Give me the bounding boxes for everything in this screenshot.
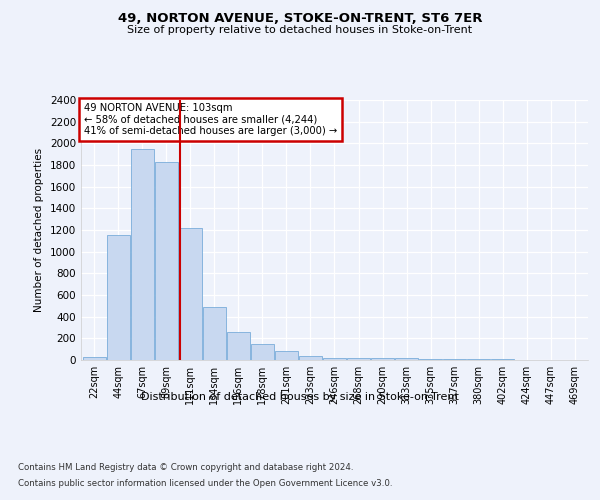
Bar: [179, 228, 202, 360]
Bar: [203, 307, 226, 360]
Text: 49, NORTON AVENUE, STOKE-ON-TRENT, ST6 7ER: 49, NORTON AVENUE, STOKE-ON-TRENT, ST6 7…: [118, 12, 482, 26]
Bar: [419, 359, 442, 360]
Text: Distribution of detached houses by size in Stoke-on-Trent: Distribution of detached houses by size …: [141, 392, 459, 402]
Bar: [251, 344, 274, 360]
Bar: [299, 356, 322, 360]
Bar: [275, 352, 298, 360]
Bar: [371, 358, 394, 360]
Bar: [443, 359, 466, 360]
Text: 49 NORTON AVENUE: 103sqm
← 58% of detached houses are smaller (4,244)
41% of sem: 49 NORTON AVENUE: 103sqm ← 58% of detach…: [83, 102, 337, 136]
Bar: [155, 162, 178, 360]
Bar: [227, 332, 250, 360]
Bar: [347, 358, 370, 360]
Text: Contains HM Land Registry data © Crown copyright and database right 2024.: Contains HM Land Registry data © Crown c…: [18, 464, 353, 472]
Bar: [395, 358, 418, 360]
Text: Contains public sector information licensed under the Open Government Licence v3: Contains public sector information licen…: [18, 478, 392, 488]
Y-axis label: Number of detached properties: Number of detached properties: [34, 148, 44, 312]
Bar: [83, 357, 106, 360]
Text: Size of property relative to detached houses in Stoke-on-Trent: Size of property relative to detached ho…: [127, 25, 473, 35]
Bar: [107, 236, 130, 360]
Bar: [323, 358, 346, 360]
Bar: [131, 149, 154, 360]
